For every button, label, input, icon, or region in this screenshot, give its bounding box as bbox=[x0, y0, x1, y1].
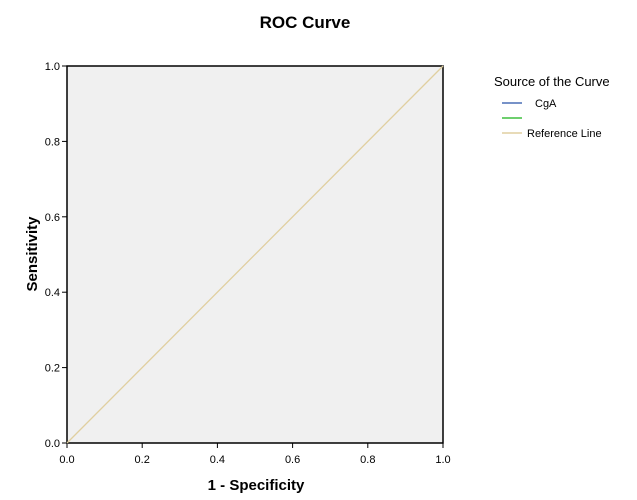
legend-items: CgA Reference Line bbox=[502, 98, 602, 140]
legend: Source of the Curve CgA Reference Line bbox=[494, 74, 610, 140]
y-tick-label: 1.0 bbox=[45, 61, 60, 73]
y-tick-label: 0.0 bbox=[45, 438, 60, 450]
x-tick-label: 0.4 bbox=[210, 454, 225, 466]
x-axis-label: 1 - Specificity bbox=[208, 477, 305, 494]
y-tick-label: 0.6 bbox=[45, 212, 60, 224]
y-axis-label: Sensitivity bbox=[24, 216, 41, 292]
x-tick-label: 0.0 bbox=[59, 454, 74, 466]
x-axis-ticks: 0.0 0.2 0.4 0.6 0.8 1.0 bbox=[59, 443, 451, 466]
legend-label: Reference Line bbox=[527, 128, 602, 140]
y-tick-label: 0.8 bbox=[45, 136, 60, 148]
series-layer bbox=[66, 65, 444, 444]
x-tick-label: 1.0 bbox=[435, 454, 450, 466]
y-tick-label: 0.4 bbox=[45, 287, 60, 299]
legend-title: Source of the Curve bbox=[494, 74, 610, 89]
x-tick-label: 0.6 bbox=[285, 454, 300, 466]
chart-title: ROC Curve bbox=[260, 13, 351, 32]
x-tick-label: 0.2 bbox=[135, 454, 150, 466]
series-line-2 bbox=[66, 65, 444, 444]
y-axis-ticks: 0.0 0.2 0.4 0.6 0.8 1.0 bbox=[45, 61, 67, 450]
y-tick-label: 0.2 bbox=[45, 363, 60, 375]
x-tick-label: 0.8 bbox=[360, 454, 375, 466]
legend-label: CgA bbox=[535, 98, 557, 110]
